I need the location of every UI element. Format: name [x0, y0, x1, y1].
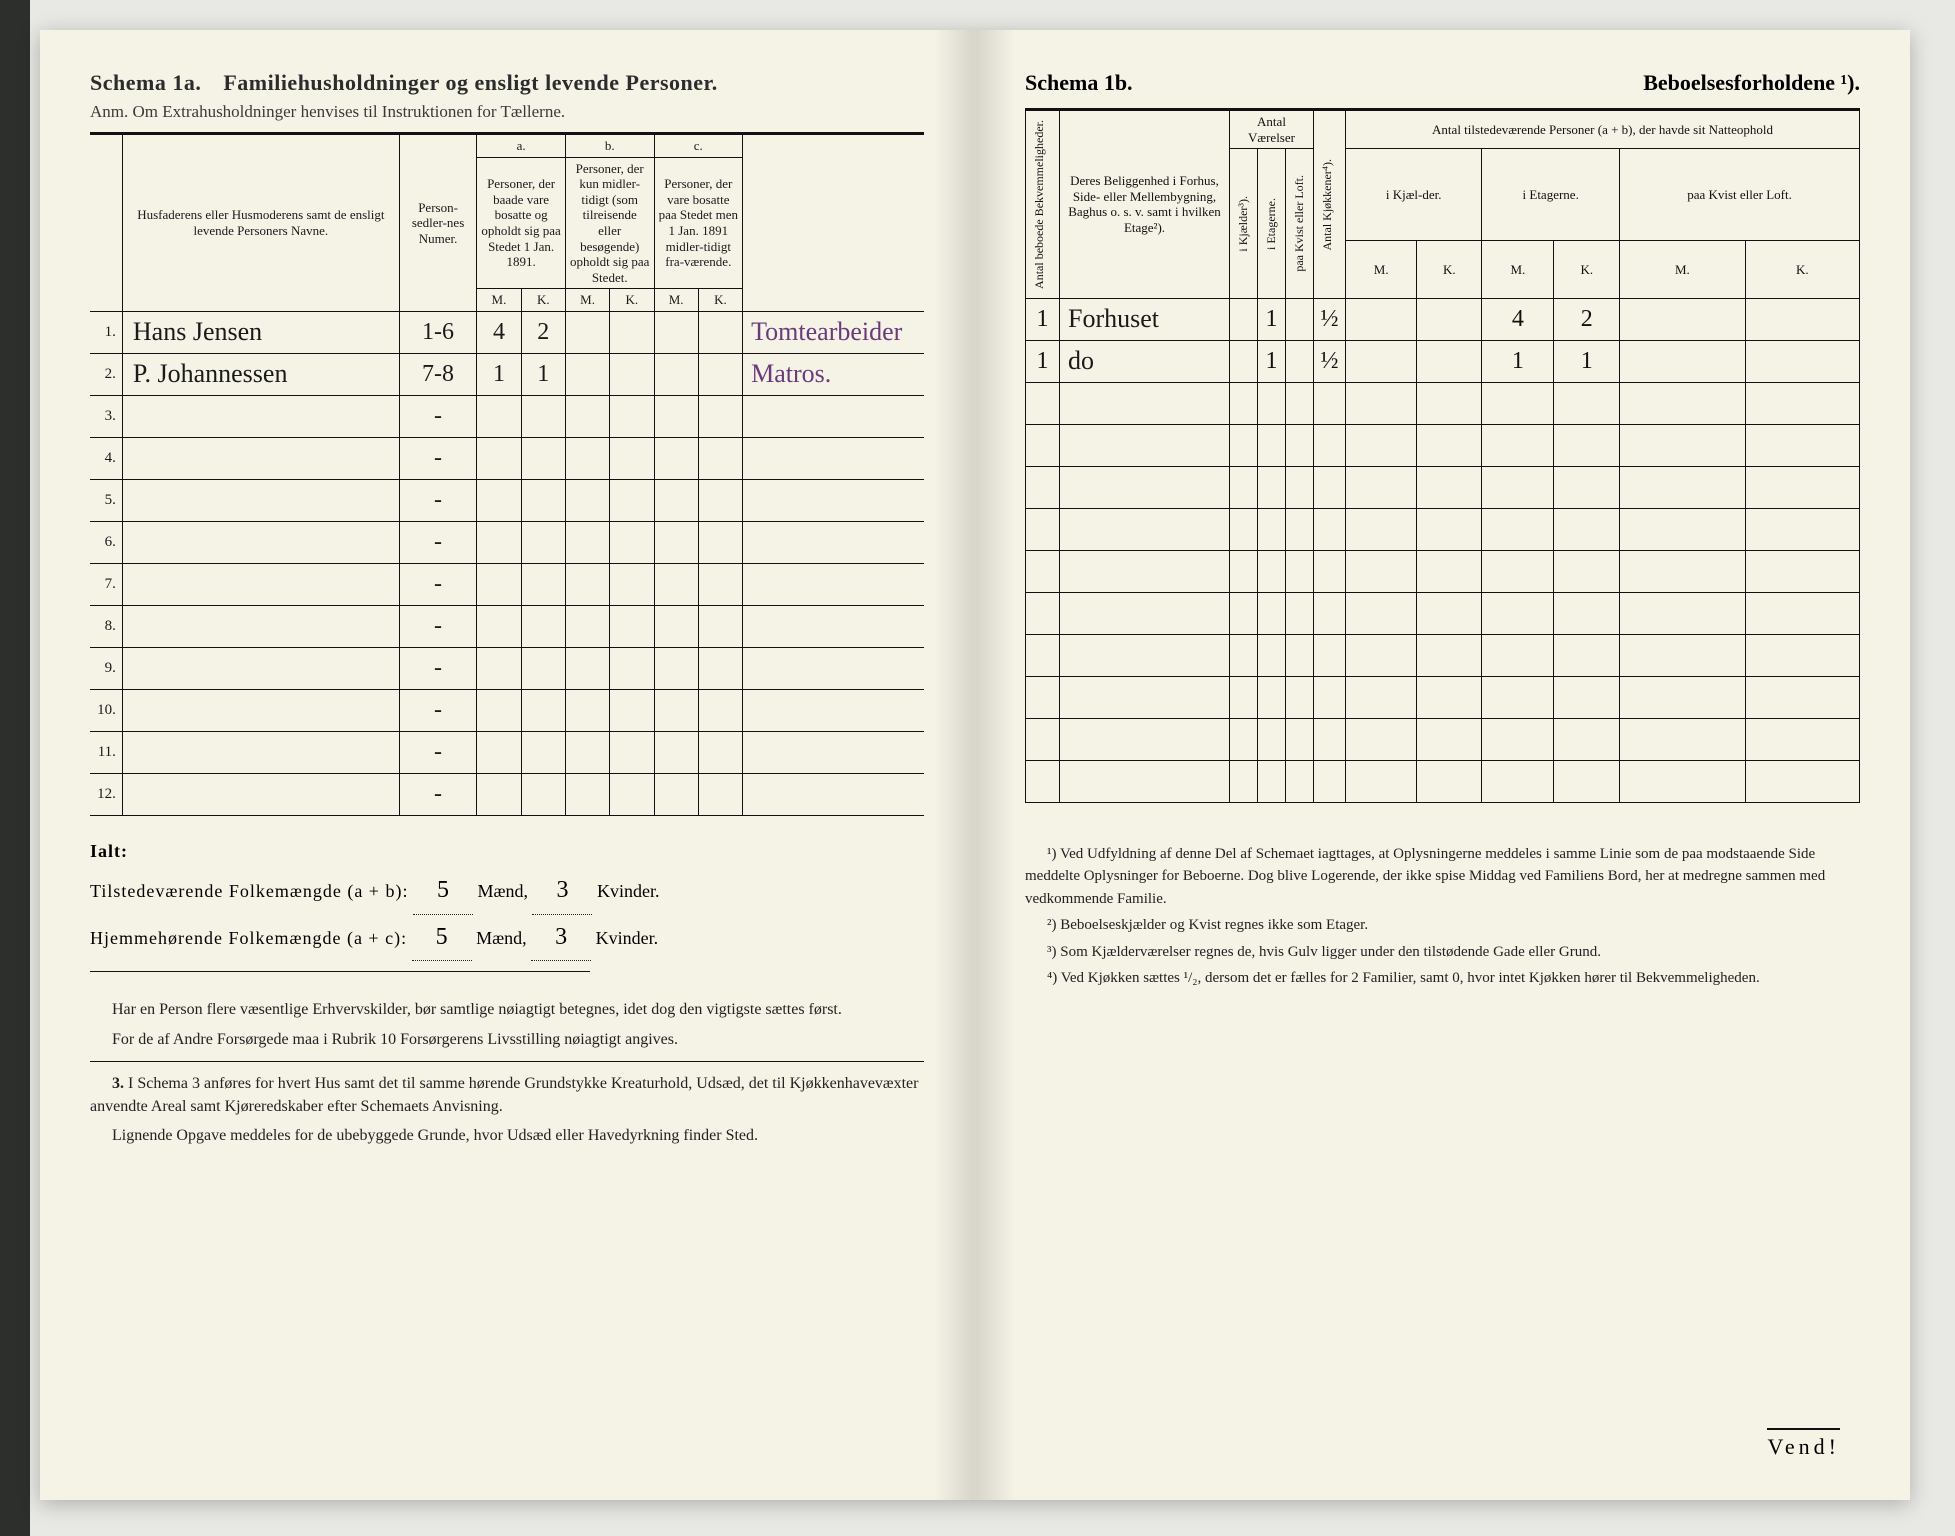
document-spread: Schema 1a. Familiehusholdninger og ensli… [40, 30, 1910, 1500]
table-row: 1do1½11 [1026, 340, 1860, 382]
hjemme-m: 5 [412, 915, 472, 962]
table-row: 8. - [90, 605, 924, 647]
table-row [1026, 466, 1860, 508]
vend-label: Vend! [1767, 1428, 1840, 1460]
row-number: 12. [90, 773, 122, 815]
col-c-label: c. [654, 135, 743, 158]
hjemme-k: 3 [531, 915, 591, 962]
col-tilstede: Antal tilstedeværende Personer (a + b), … [1346, 111, 1860, 149]
schema-1b-title: Beboelsesforholdene ¹). [1643, 70, 1860, 96]
anm-text: Om Extrahusholdninger henvises til Instr… [133, 102, 566, 121]
note-3: ³) Som Kjælderværelser regnes de, hvis G… [1025, 941, 1860, 964]
schema-1b-table: Antal beboede Bekvemmeligheder. Deres Be… [1025, 110, 1860, 803]
col-a-label: a. [477, 135, 566, 158]
left-footnotes: Har en Person flere væsentlige Erhvervsk… [90, 998, 924, 1147]
col-belig: Deres Beliggenhed i Forhus, Side- eller … [1060, 111, 1230, 299]
footnote-2: For de af Andre Forsørgede maa i Rubrik … [90, 1028, 924, 1051]
person-numer: - [399, 521, 477, 563]
table-row: 9. - [90, 647, 924, 689]
col-numer: Person-sedler-nes Numer. [399, 135, 477, 312]
hjemme-label: Hjemmehørende Folkemængde (a + c): [90, 928, 407, 948]
person-name: Hans Jensen [133, 317, 262, 346]
schema-1b-label: Schema 1b. [1025, 70, 1133, 96]
table-row [1026, 718, 1860, 760]
row-number: 3. [90, 395, 122, 437]
row-number: 9. [90, 647, 122, 689]
col-bek: Antal beboede Bekvemmeligheder. [1030, 114, 1048, 295]
row-number: 6. [90, 521, 122, 563]
table-row: 1Forhuset1½42 [1026, 298, 1860, 340]
person-numer: - [399, 479, 477, 521]
person-numer: - [399, 437, 477, 479]
col-name: Husfaderens eller Husmoderens samt de en… [122, 135, 399, 312]
table-row: 4. - [90, 437, 924, 479]
row-number: 11. [90, 731, 122, 773]
person-numer: - [399, 731, 477, 773]
row-number: 7. [90, 563, 122, 605]
person-numer: 7-8 [399, 353, 477, 395]
table-row: 3. - [90, 395, 924, 437]
table-row [1026, 382, 1860, 424]
anm-label: Anm. [90, 102, 128, 121]
left-page: Schema 1a. Familiehusholdninger og ensli… [40, 30, 975, 1500]
person-numer: - [399, 773, 477, 815]
note-4: ⁴) Ved Kjøkken sættes ¹/₂, dersom det er… [1025, 967, 1860, 990]
person-numer: - [399, 647, 477, 689]
person-numer: 1-6 [399, 311, 477, 353]
table-row [1026, 508, 1860, 550]
table-row: 1.Hans Jensen1-642Tomtearbeider [90, 311, 924, 353]
table-row: 10. - [90, 689, 924, 731]
row-number: 4. [90, 437, 122, 479]
person-numer: - [399, 395, 477, 437]
table-row: 7. - [90, 563, 924, 605]
table-row: 6. - [90, 521, 924, 563]
table-row: 12. - [90, 773, 924, 815]
row-number: 10. [90, 689, 122, 731]
footnote-3: I Schema 3 anføres for hvert Hus samt de… [90, 1075, 918, 1115]
right-footnotes: ¹) Ved Udfyldning af denne Del af Schema… [1025, 843, 1860, 990]
occupation: Tomtearbeider [751, 317, 902, 346]
col-vaerelser: Antal Værelser [1230, 111, 1314, 149]
col-kjok: Antal Kjøkkener⁴). [1318, 153, 1336, 257]
tilstede-label: Tilstedeværende Folkemængde (a + b): [90, 881, 408, 901]
table-row: 11. - [90, 731, 924, 773]
ialt-label: Ialt: [90, 841, 128, 861]
tilstede-k: 3 [532, 868, 592, 915]
row-number: 1. [90, 311, 122, 353]
col-b-text: Personer, der kun midler-tidigt (som til… [565, 157, 654, 289]
row-number: 2. [90, 353, 122, 395]
row-number: 5. [90, 479, 122, 521]
right-page: Schema 1b. Beboelsesforholdene ¹). Antal… [975, 30, 1910, 1500]
table-row [1026, 424, 1860, 466]
person-name: P. Johannessen [133, 359, 288, 388]
schema-1a-table: Husfaderens eller Husmoderens samt de en… [90, 134, 924, 816]
col-b-label: b. [565, 135, 654, 158]
footnote-1: Har en Person flere væsentlige Erhvervsk… [90, 998, 924, 1021]
table-row [1026, 676, 1860, 718]
note-2: ²) Beboelseskjælder og Kvist regnes ikke… [1025, 914, 1860, 937]
table-row: 5. - [90, 479, 924, 521]
table-row [1026, 550, 1860, 592]
person-numer: - [399, 605, 477, 647]
tilstede-m: 5 [413, 868, 473, 915]
table-row [1026, 760, 1860, 802]
row-number: 8. [90, 605, 122, 647]
note-1: ¹) Ved Udfyldning af denne Del af Schema… [1025, 843, 1860, 911]
schema-1a-title: Familiehusholdninger og ensligt levende … [223, 70, 717, 95]
totals-block: Ialt: Tilstedeværende Folkemængde (a + b… [90, 834, 924, 961]
occupation: Matros. [751, 359, 831, 388]
schema-1a-label: Schema 1a. [90, 70, 201, 95]
table-row [1026, 634, 1860, 676]
table-row: 2.P. Johannessen7-811Matros. [90, 353, 924, 395]
person-numer: - [399, 563, 477, 605]
col-c-text: Personer, der vare bosatte paa Stedet me… [654, 157, 743, 289]
col-a-text: Personer, der baade vare bosatte og opho… [477, 157, 566, 289]
table-row [1026, 592, 1860, 634]
footnote-4: Lignende Opgave meddeles for de ubebygge… [90, 1124, 924, 1147]
person-numer: - [399, 689, 477, 731]
